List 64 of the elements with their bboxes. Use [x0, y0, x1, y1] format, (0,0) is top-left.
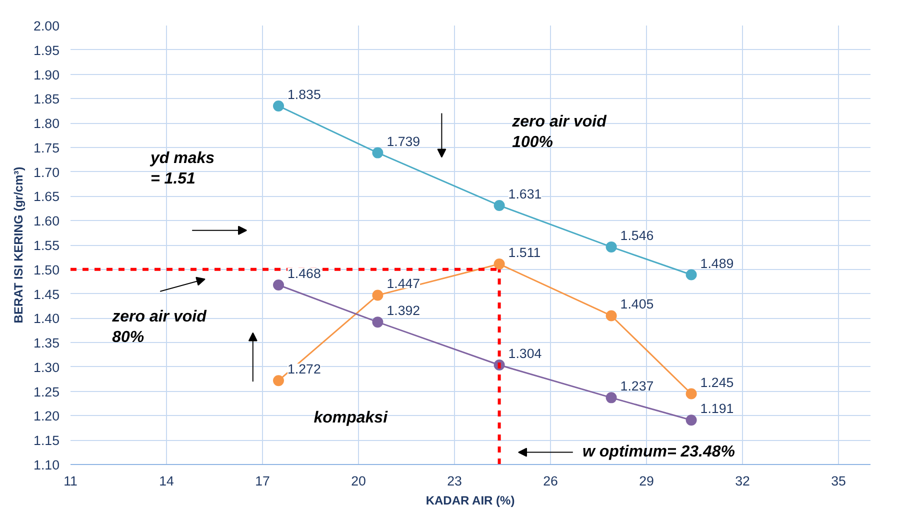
y-tick-label: 1.60 — [34, 214, 60, 229]
point — [686, 414, 697, 426]
y-tick-label: 1.15 — [34, 433, 60, 448]
y-tick-label: 1.95 — [34, 42, 60, 58]
point — [372, 316, 384, 328]
x-tick-label: 17 — [255, 474, 270, 488]
y-tick-label: 1.55 — [34, 238, 60, 253]
data-label: 1.546 — [620, 228, 654, 243]
data-label: 1.405 — [620, 296, 654, 312]
data-label: 1.468 — [288, 266, 321, 281]
annotation: kompaksi — [314, 409, 388, 426]
data-label: 1.304 — [508, 346, 542, 361]
y-tick-label: 1.65 — [34, 189, 60, 204]
point — [606, 392, 617, 404]
y-tick-label: 1.35 — [34, 336, 60, 351]
x-tick-label: 14 — [159, 474, 174, 488]
data-label: 1.191 — [700, 401, 734, 416]
data-label: 1.489 — [700, 256, 734, 271]
annotation: zero air void 80% — [111, 308, 208, 346]
point — [606, 310, 617, 322]
x-tick-label: 35 — [831, 474, 846, 488]
y-tick-label: 1.85 — [34, 92, 60, 107]
y-tick-label: 1.40 — [34, 311, 60, 326]
point — [273, 375, 284, 386]
y-tick-label: 1.50 — [34, 262, 60, 278]
point — [686, 388, 697, 400]
data-label: 1.511 — [508, 245, 541, 260]
data-label: 1.447 — [386, 276, 420, 292]
point — [494, 200, 505, 211]
y-tick-label: 1.25 — [34, 384, 60, 400]
x-axis-title: KADAR AIR (%) — [426, 494, 515, 508]
y-tick-label: 1.10 — [34, 458, 60, 472]
x-tick-label: 26 — [543, 474, 558, 488]
x-tick-label: 11 — [64, 474, 78, 488]
x-tick-label: 29 — [639, 474, 654, 488]
point — [273, 100, 284, 112]
point — [372, 290, 384, 301]
annotation: yd maks = 1.51 — [150, 150, 215, 188]
point — [273, 280, 284, 290]
annotation: w optimum= 23.48% — [582, 444, 735, 460]
y-tick-label: 1.20 — [34, 408, 60, 424]
point — [372, 147, 384, 158]
y-tick-label: 1.70 — [34, 164, 60, 180]
data-label: 1.739 — [386, 134, 420, 149]
y-tick-label: 1.80 — [34, 116, 60, 132]
y-tick-label: 1.30 — [34, 360, 60, 375]
y-axis-title: BERAT ISI KERING (gr/cm³) — [12, 166, 26, 324]
x-tick-label: 20 — [351, 474, 366, 488]
data-label: 1.272 — [288, 362, 321, 377]
point — [494, 258, 505, 270]
point — [686, 269, 697, 280]
data-label: 1.631 — [508, 186, 542, 202]
y-tick-label: 1.45 — [34, 286, 60, 302]
data-label: 1.392 — [386, 303, 420, 318]
x-tick-label: 32 — [735, 474, 750, 488]
y-tick-label: 1.90 — [34, 67, 60, 82]
data-label: 1.237 — [620, 378, 654, 394]
annotation: zero air void 100% — [511, 113, 608, 151]
point — [606, 241, 617, 252]
y-tick-label: 2.00 — [34, 18, 60, 34]
y-tick-label: 1.75 — [34, 140, 60, 156]
x-tick-label: 23 — [447, 474, 462, 488]
data-label: 1.835 — [288, 86, 321, 102]
data-label: 1.245 — [700, 374, 734, 390]
